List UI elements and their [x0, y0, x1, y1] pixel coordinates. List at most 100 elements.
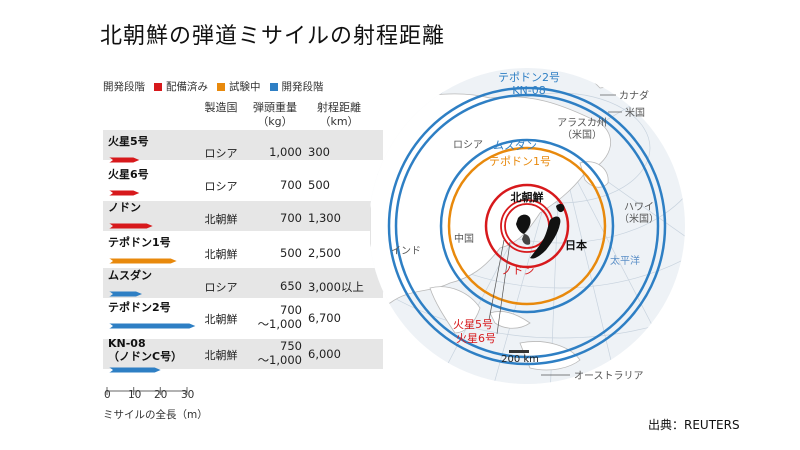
missile-warhead-line: ～1,000	[257, 353, 302, 367]
legend: 開発段階 配備済み 試験中 開発段階	[103, 79, 324, 94]
legend-label: 開発段階	[103, 81, 145, 93]
missile-warhead-line: 750	[280, 339, 302, 353]
ring-tp2	[387, 86, 667, 366]
label-pacific: 太平洋	[610, 254, 640, 267]
missile-range: 2,500	[308, 246, 341, 260]
source-credit: 出典：REUTERS	[648, 418, 740, 432]
range-map: テポドン2号 KN-08 ムスダン テポドン1号 北朝鮮 日本 ノドン 火星5号…	[370, 68, 685, 384]
missile-warhead: 650	[245, 279, 302, 293]
header-range-label: 射程距離	[317, 101, 361, 114]
south-korea-shape	[522, 234, 531, 245]
north-korea-shape	[516, 214, 531, 234]
missile-warhead-line: 500	[280, 246, 302, 260]
missile-name: KN-08 （ノドンC号）	[108, 337, 182, 363]
missile-warhead-line: 700	[280, 178, 302, 192]
label-usa: 米国	[625, 106, 645, 119]
missile-range: 6,700	[308, 311, 341, 325]
japan-shape	[530, 216, 561, 259]
missile-warhead: 700	[245, 178, 302, 192]
missile-silhouette-icon	[109, 323, 196, 329]
missile-row: KN-08 （ノドンC号） 北朝鮮 750 ～1,000 6,000	[103, 336, 383, 373]
length-scale	[103, 380, 193, 399]
row-band	[103, 130, 383, 160]
label-alaska: アラスカ州	[557, 117, 607, 129]
missile-name-line: 火星6号	[108, 168, 149, 181]
header-warhead-label: 弾頭重量	[253, 101, 297, 114]
missile-body	[109, 258, 177, 264]
label-china: 中国	[454, 232, 474, 245]
missile-range: 1,300	[308, 211, 341, 225]
missile-warhead: 700	[245, 211, 302, 225]
missile-body	[109, 223, 153, 229]
missile-country: 北朝鮮	[204, 213, 238, 226]
missile-warhead: 500	[245, 246, 302, 260]
scale-tick-label: 30	[181, 389, 195, 401]
label-tp1: テポドン1号	[489, 155, 551, 168]
scale-tick-label: 20	[154, 389, 168, 401]
header-country-label: 製造国	[204, 101, 238, 114]
scale-tick-label: 0	[104, 389, 111, 401]
legend-item-testing: 試験中	[217, 79, 261, 94]
label-north-korea: 北朝鮮	[511, 190, 544, 204]
missile-warhead: 700 ～1,000	[245, 303, 302, 331]
missile-name: ノドン	[108, 201, 141, 214]
missile-name-line: KN-08	[108, 337, 146, 350]
missile-name: テポドン1号	[108, 236, 171, 249]
label-hwasong5: 火星5号	[453, 318, 493, 331]
label-musudan: ムスダン	[493, 138, 537, 152]
row-band	[103, 268, 383, 298]
label-kn08: KN-08	[512, 84, 545, 97]
missile-warhead: 1,000	[245, 145, 302, 159]
missile-name-line: （ノドンC号）	[108, 350, 183, 363]
ring-tp1	[447, 146, 607, 306]
missile-row: ノドン北朝鮮 700 1,300	[103, 200, 383, 237]
missile-country: ロシア	[204, 281, 238, 294]
missile-country: 北朝鮮	[204, 349, 238, 362]
missile-warhead-line: ～1,000	[257, 317, 302, 331]
missile-row: テポドン1号 北朝鮮 500 2,500	[103, 235, 383, 272]
missile-name-line: テポドン1号	[108, 236, 171, 249]
ring-musudan	[439, 138, 615, 314]
ring-tp2-kn08	[394, 93, 660, 359]
label-tp2: テポドン2号	[498, 71, 560, 84]
label-canada: カナダ	[619, 89, 649, 102]
page-title: 北朝鮮の弾道ミサイルの射程距離	[100, 24, 446, 49]
label-japan: 日本	[565, 238, 587, 252]
legend-swatch-deployed	[154, 82, 162, 91]
missile-row: 火星5号 ロシア 1,000 300	[103, 134, 383, 171]
missile-name: ムスダン	[108, 269, 152, 282]
legend-item-label: 配備済み	[166, 81, 208, 93]
missile-name: 火星5号	[108, 135, 149, 148]
length-scale-axis	[106, 387, 188, 395]
map-scalebar-label: 200 km	[501, 354, 539, 365]
legend-item-label: 開発段階	[281, 81, 324, 93]
missile-name-line: 火星5号	[108, 135, 149, 148]
label-alaska-us: （米国）	[562, 128, 602, 141]
missile-warhead-line: 1,000	[269, 145, 302, 159]
missile-name-line: ノドン	[108, 201, 141, 214]
missile-silhouette-icon	[109, 291, 142, 297]
missile-range: 500	[308, 178, 330, 192]
missile-country: ロシア	[204, 147, 238, 160]
header-warhead-unit: （kg）	[257, 115, 293, 128]
header-range-unit: （km）	[319, 115, 359, 128]
missile-row: ムスダンロシア 650 3,000以上	[103, 268, 383, 305]
missile-row: テポドン2号 北朝鮮 700 ～1,000 6,700	[103, 300, 383, 337]
label-russia: ロシア	[453, 140, 483, 151]
missile-range: 3,000以上	[308, 280, 364, 294]
hwasong5-leader	[488, 239, 505, 321]
ring-nodong	[484, 183, 570, 269]
missile-silhouette-icon	[109, 258, 177, 264]
hwasong6-leader	[496, 241, 511, 335]
missile-country: 北朝鮮	[204, 313, 238, 326]
hokkaido-shape	[556, 203, 565, 213]
label-hawaii-us: （米国）	[619, 212, 659, 225]
missile-row: 火星6号 ロシア 700 500	[103, 167, 383, 204]
missile-name: 火星6号	[108, 168, 149, 181]
map-scalebar	[509, 350, 529, 353]
missile-warhead: 750 ～1,000	[245, 339, 302, 367]
missile-body	[109, 157, 140, 163]
missile-range: 6,000	[308, 347, 341, 361]
missile-silhouette-icon	[109, 190, 140, 196]
legend-swatch-development	[269, 82, 278, 91]
